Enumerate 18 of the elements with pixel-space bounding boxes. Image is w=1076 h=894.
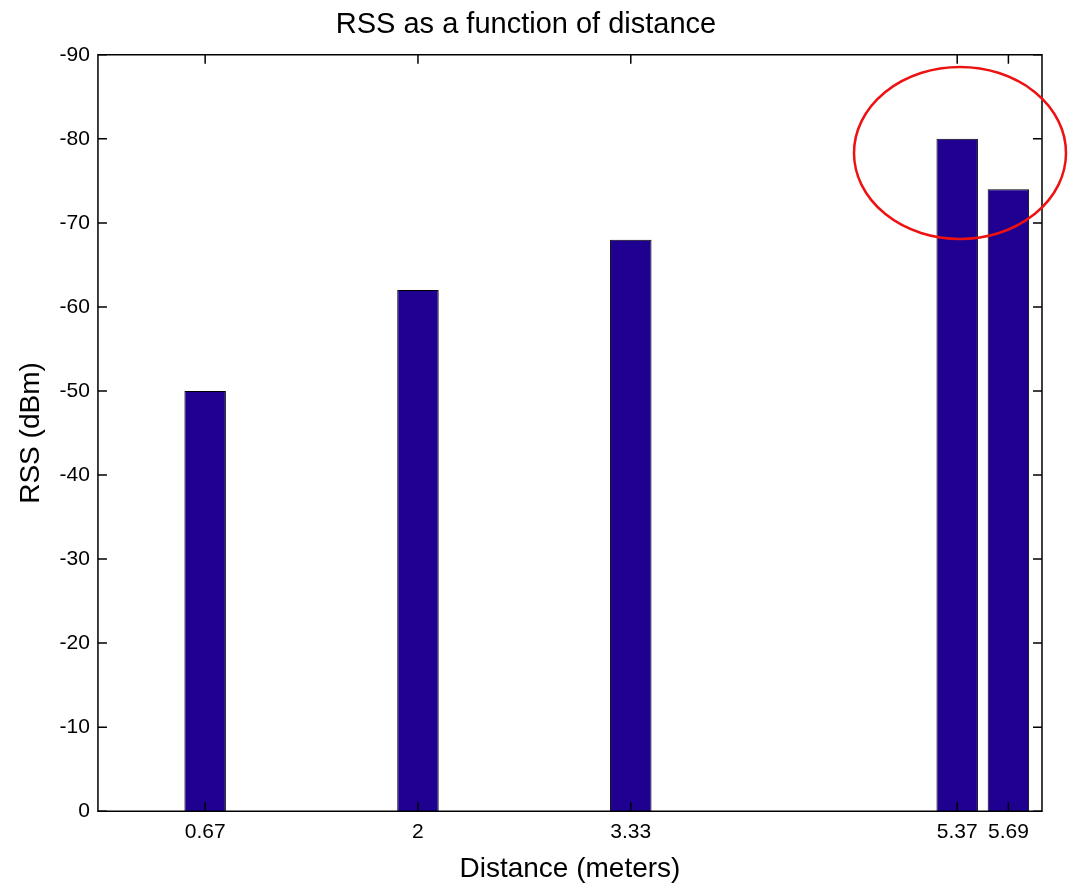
x-tick-label: 0.67: [184, 818, 226, 842]
y-tick-label: -90: [59, 41, 90, 65]
x-tick-label: 5.69: [987, 818, 1029, 842]
y-tick-label: -60: [59, 293, 90, 317]
y-tick-label: 0: [78, 798, 90, 821]
y-axis-title: RSS (dBm): [13, 362, 45, 504]
y-tick-label: -30: [59, 545, 90, 569]
y-tick-label: -10: [59, 713, 90, 737]
x-tick-label: 3.33: [610, 818, 652, 842]
x-tick-label: 5.37: [936, 818, 978, 842]
y-tick-label: -40: [59, 461, 90, 485]
y-tick-label: -80: [59, 125, 90, 149]
chart-title: RSS as a function of distance: [335, 7, 717, 40]
y-tick-label: -70: [59, 209, 90, 233]
y-tick-label: -50: [59, 377, 90, 401]
y-tick-label: -20: [59, 629, 90, 653]
x-tick-label: 2: [412, 818, 424, 842]
x-axis-title: Distance (meters): [459, 851, 681, 883]
